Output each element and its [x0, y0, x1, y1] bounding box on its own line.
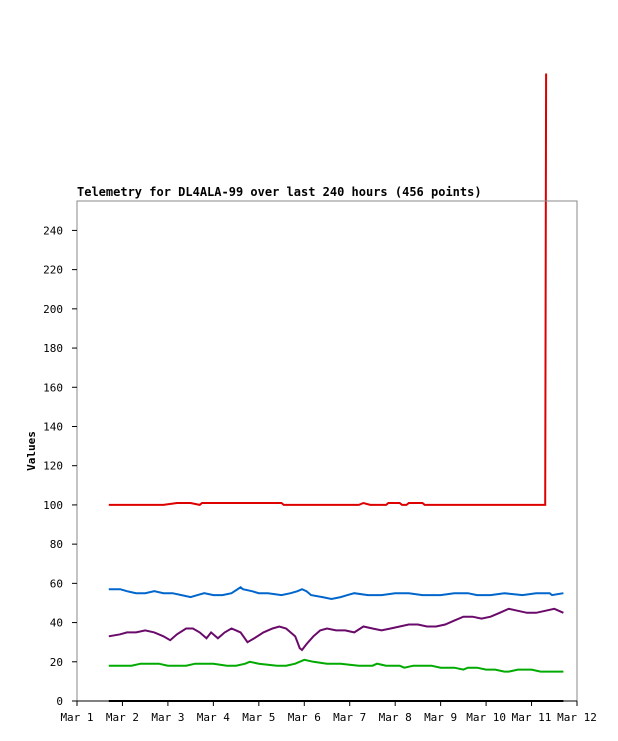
- y-tick-label: 200: [43, 303, 63, 316]
- series-line-2: [108, 586, 564, 601]
- x-tick-label: Mar 12: [557, 711, 597, 724]
- y-tick-label: 20: [50, 656, 63, 669]
- y-tick-label: 40: [50, 617, 63, 630]
- y-axis-label: Values: [25, 431, 38, 471]
- x-tick-label: Mar 7: [333, 711, 366, 724]
- x-tick-label: Mar 8: [379, 711, 412, 724]
- series-line-4: [108, 658, 564, 673]
- x-tick-label: Mar 3: [151, 711, 184, 724]
- y-tick-label: 100: [43, 499, 63, 512]
- x-tick-label: Mar 5: [242, 711, 275, 724]
- x-tick-label: Mar 2: [106, 711, 139, 724]
- y-tick-label: 240: [43, 224, 63, 237]
- chart-title: Telemetry for DL4ALA-99 over last 240 ho…: [77, 185, 482, 199]
- y-axis: 0 20 40 60 80 100 120 140 160 180 200 220 240: [43, 224, 77, 708]
- y-tick-label: 0: [56, 695, 63, 708]
- series-line-3: [108, 607, 564, 652]
- x-tick-label: Mar 4: [197, 711, 230, 724]
- x-tick-label: Mar 11: [512, 711, 552, 724]
- y-tick-label: 60: [50, 577, 63, 590]
- y-tick-label: 120: [43, 460, 63, 473]
- x-tick-label: Mar 10: [466, 711, 506, 724]
- x-tick-label: Mar 9: [424, 711, 457, 724]
- y-tick-label: 220: [43, 264, 63, 277]
- x-tick-label: Mar 1: [60, 711, 93, 724]
- series-layer: [108, 73, 564, 702]
- plot-frame: [76, 200, 578, 702]
- x-tick-label: Mar 6: [288, 711, 321, 724]
- y-tick-label: 180: [43, 342, 63, 355]
- y-tick-label: 160: [43, 381, 63, 394]
- y-tick-label: 80: [50, 538, 63, 551]
- series-line-1: [108, 73, 548, 506]
- y-tick-label: 140: [43, 420, 63, 433]
- x-axis: Mar 1 Mar 2 Mar 3 Mar 4 Mar 5 Mar 6 Mar 7 Mar 8…: [60, 701, 597, 724]
